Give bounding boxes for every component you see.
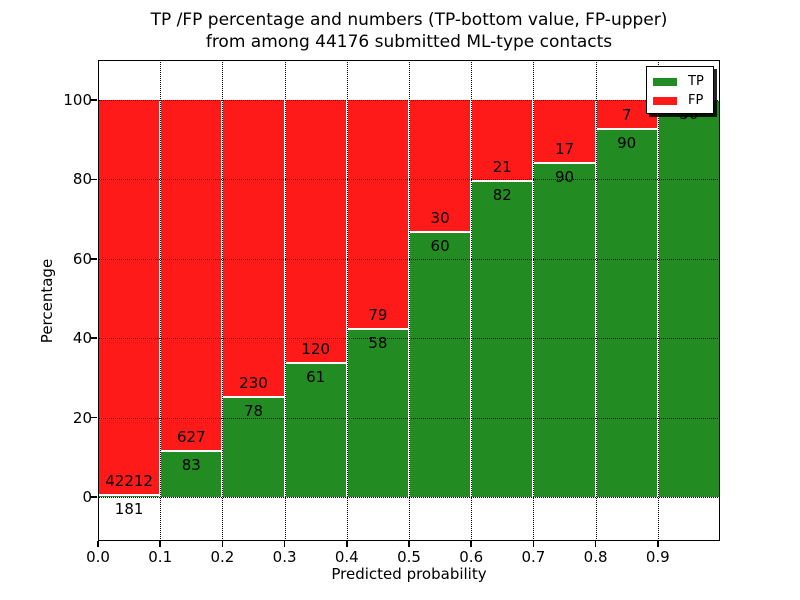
fp-bar-segment xyxy=(160,100,223,451)
y-tick-mark xyxy=(91,99,97,101)
x-tick-mark xyxy=(470,541,472,547)
horizontal-gridline xyxy=(98,258,720,260)
chart-title: TP /FP percentage and numbers (TP-bottom… xyxy=(98,9,720,53)
tp-bar-segment xyxy=(533,163,596,497)
tp-count-label: 78 xyxy=(243,401,264,420)
x-tick-mark xyxy=(159,541,161,547)
tp-count-label: 58 xyxy=(368,334,388,353)
fp-count-label: 42212 xyxy=(105,472,153,491)
y-tick-mark xyxy=(91,337,97,339)
x-tick-mark xyxy=(532,541,535,547)
x-tick-label: 0.3 xyxy=(272,548,297,566)
vertical-gridline xyxy=(222,60,224,541)
y-tick-mark xyxy=(91,416,97,419)
fp-bar-segment xyxy=(471,100,534,181)
legend-swatch-tp xyxy=(653,77,677,86)
fp-bar-segment xyxy=(98,100,161,496)
y-tick-mark xyxy=(91,178,97,181)
y-tick-label: 40 xyxy=(72,329,92,348)
x-tick-label: 0.9 xyxy=(645,548,670,566)
fp-count-label: 7 xyxy=(621,105,632,124)
fp-bar-segment xyxy=(284,100,347,364)
horizontal-gridline xyxy=(98,417,720,419)
vertical-gridline xyxy=(471,60,473,541)
fp-count-label: 120 xyxy=(301,340,331,359)
tp-bar-segment xyxy=(409,232,472,497)
x-tick-label: 0.4 xyxy=(334,548,359,566)
x-tick-label: 0.0 xyxy=(86,548,110,566)
fp-count-label: 627 xyxy=(176,427,206,446)
x-tick-mark xyxy=(346,541,348,547)
legend-item-tp: TP xyxy=(653,72,713,91)
x-tick-label: 0.8 xyxy=(583,548,608,566)
x-tick-label: 0.6 xyxy=(459,548,484,566)
x-tick-mark xyxy=(657,541,659,547)
tp-count-label: 60 xyxy=(430,237,450,256)
tp-bar-segment xyxy=(595,128,658,497)
vertical-gridline xyxy=(284,60,286,541)
x-tick-label: 0.5 xyxy=(397,548,421,566)
vertical-gridline xyxy=(409,60,410,541)
fp-bar-segment xyxy=(409,100,472,233)
y-tick-mark xyxy=(91,258,97,260)
x-tick-mark xyxy=(594,541,597,547)
horizontal-gridline xyxy=(98,179,720,181)
x-tick-mark xyxy=(408,541,410,547)
x-axis-label: Predicted probability xyxy=(331,565,487,583)
tp-count-label: 82 xyxy=(492,185,512,204)
vertical-gridline xyxy=(346,60,348,541)
vertical-gridline xyxy=(533,60,535,541)
x-tick-label: 0.1 xyxy=(148,548,173,566)
y-tick-label: 0 xyxy=(82,488,92,506)
fp-count-label: 30 xyxy=(430,209,450,228)
y-tick-label: 100 xyxy=(63,91,92,109)
chart-title-line1: TP /FP percentage and numbers (TP-bottom… xyxy=(150,10,668,30)
vertical-gridline xyxy=(657,60,659,541)
y-tick-label: 80 xyxy=(72,170,92,189)
fp-count-label: 21 xyxy=(492,157,512,176)
fp-bar-segment xyxy=(533,100,596,164)
tp-count-label: 181 xyxy=(114,500,144,519)
tp-count-label: 90 xyxy=(554,168,575,187)
vertical-gridline xyxy=(595,60,597,541)
vertical-gridline xyxy=(160,60,162,541)
fp-bar-segment xyxy=(346,100,409,330)
fp-bar-segment xyxy=(222,100,285,397)
legend-label-fp: FP xyxy=(688,93,704,108)
legend-swatch-fp xyxy=(653,96,677,105)
x-tick-mark xyxy=(283,541,286,547)
tp-bar-segment xyxy=(657,100,720,497)
tp-count-label: 61 xyxy=(306,368,326,387)
x-tick-label: 0.2 xyxy=(210,548,235,566)
tp-count-label: 83 xyxy=(181,455,201,474)
x-tick-mark xyxy=(221,541,224,547)
x-tick-mark xyxy=(97,541,99,547)
horizontal-gridline xyxy=(98,338,720,340)
y-tick-mark xyxy=(91,496,97,498)
legend-item-fp: FP xyxy=(653,91,713,110)
horizontal-gridline xyxy=(98,497,720,498)
tp-bar-segment xyxy=(346,329,409,497)
legend: TP FP xyxy=(646,66,714,114)
chart-title-line2: from among 44176 submitted ML-type conta… xyxy=(205,32,613,52)
tp-count-label: 90 xyxy=(617,133,637,152)
horizontal-gridline xyxy=(98,100,720,101)
legend-label-tp: TP xyxy=(688,74,704,89)
y-tick-label: 20 xyxy=(72,408,92,427)
fp-count-label: 17 xyxy=(554,140,575,159)
plot-area: 42212 181 627 83 230 78 120 61 79 58 30 60 21 82 17 90 7… xyxy=(98,60,720,541)
y-tick-label: 60 xyxy=(72,249,92,268)
fp-count-label: 230 xyxy=(239,373,268,392)
tp-bar-segment xyxy=(284,363,347,497)
tp-bar-segment xyxy=(222,396,285,497)
fp-count-label: 79 xyxy=(368,306,388,325)
x-tick-label: 0.7 xyxy=(521,548,546,566)
